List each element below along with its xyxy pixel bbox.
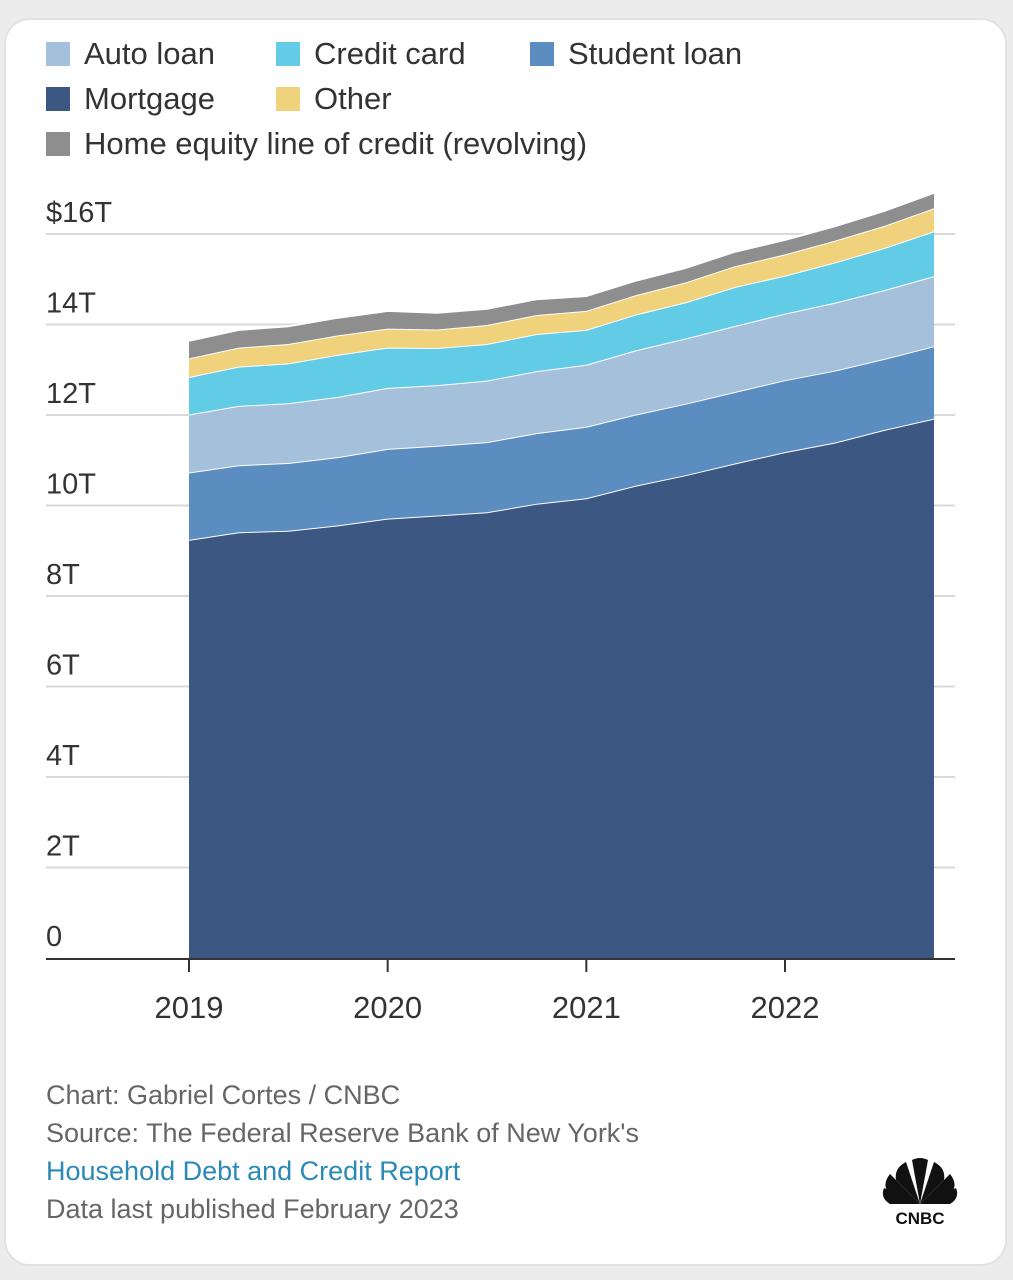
chart-credit: Chart: Gabriel Cortes / CNBC	[46, 1080, 401, 1110]
legend-label: Home equity line of credit (revolving)	[84, 126, 588, 161]
data-published-note: Data last published February 2023	[46, 1194, 459, 1224]
x-tick-label: 2022	[751, 990, 820, 1025]
y-tick-label: 10T	[46, 469, 96, 501]
legend-label: Student loan	[568, 36, 743, 71]
legend-item-other: Other	[276, 79, 392, 119]
legend-swatch	[276, 87, 300, 111]
y-tick-label: 14T	[46, 288, 96, 320]
source-report-link[interactable]: Household Debt and Credit Report	[46, 1156, 461, 1186]
legend-item-mortgage: Mortgage	[46, 79, 215, 119]
y-tick-label: 8T	[46, 559, 80, 591]
area-home-equity-line-of-credit-revolving	[189, 192, 934, 359]
axes: 0 2T 4T 6T 8T 10T 12T 14T $16T 2019 2020 2021 2022	[46, 197, 955, 1025]
chart-legend: Auto loan Credit card Student loan Mortg…	[46, 34, 986, 174]
legend-label: Mortgage	[84, 81, 215, 116]
legend-label: Credit card	[314, 36, 466, 71]
nbc-peacock-icon: CNBC	[882, 1158, 958, 1228]
legend-item-credit-card: Credit card	[276, 34, 466, 74]
legend-swatch	[276, 42, 300, 66]
area-series	[188, 191, 935, 959]
area-student-loan	[189, 346, 934, 540]
y-tick-label: 12T	[46, 378, 96, 410]
x-tick-label: 2020	[353, 990, 422, 1025]
area-credit-card	[189, 231, 934, 415]
legend-swatch	[46, 87, 70, 111]
legend-swatch	[46, 42, 70, 66]
y-tick-label: 2T	[46, 831, 80, 863]
area-auto-loan	[189, 276, 934, 473]
legend-item-auto-loan: Auto loan	[46, 34, 215, 74]
legend-swatch	[46, 132, 70, 156]
x-tick-label: 2021	[552, 990, 621, 1025]
legend-swatch	[530, 42, 554, 66]
y-tick-label: 4T	[46, 740, 80, 772]
y-tick-label: $16T	[46, 197, 112, 229]
legend-item-home-equity: Home equity line of credit (revolving)	[46, 124, 587, 164]
legend-label: Auto loan	[84, 36, 215, 71]
logo-text: CNBC	[895, 1209, 944, 1228]
x-tick-label: 2019	[155, 990, 224, 1025]
stacked-area-chart: 0 2T 4T 6T 8T 10T 12T 14T $16T 2019 2020 2021 2022	[46, 191, 955, 1025]
chart-source: Source: The Federal Reserve Bank of New …	[46, 1118, 639, 1148]
legend-item-student-loan: Student loan	[530, 34, 742, 74]
legend-label: Other	[314, 81, 392, 116]
area-other	[189, 208, 934, 377]
chart-footer: Chart: Gabriel Cortes / CNBC Source: The…	[46, 1076, 639, 1228]
series-boundary-line	[188, 191, 935, 342]
y-tick-label: 0	[46, 921, 62, 953]
area-mortgage	[189, 418, 934, 959]
y-tick-label: 6T	[46, 650, 80, 682]
